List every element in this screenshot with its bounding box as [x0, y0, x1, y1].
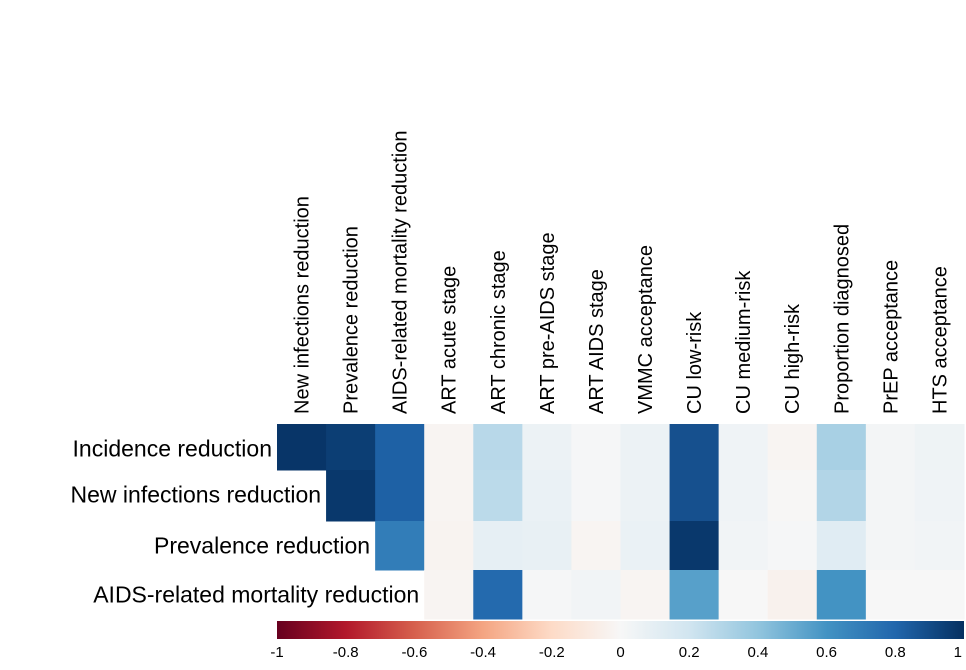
heatmap-cell [522, 521, 573, 571]
heatmap-cell [718, 521, 769, 571]
heatmap-cell [816, 570, 867, 620]
column-label-cu-high-risk: CU high-risk [782, 303, 804, 414]
column-label-art-pre-aids-stage: ART pre-AIDS stage [537, 232, 559, 414]
colorbar-tick-labels: -1 -0.8 -0.6 -0.4 -0.2 0 0.2 0.4 0.6 0.8 1 [270, 644, 962, 661]
heatmap-cell [424, 521, 474, 571]
heatmap-cell [767, 470, 818, 522]
heatmap-cell [865, 470, 916, 522]
heatmap-cell [473, 424, 523, 471]
column-label-vmmc-acceptance: VMMC acceptance [635, 245, 657, 414]
heatmap-cell [620, 570, 671, 620]
colorbar-tick-label: 0.4 [747, 644, 768, 661]
heatmap-cell [816, 424, 867, 471]
heatmap-cell [767, 570, 818, 620]
heatmap-cell [326, 470, 376, 522]
column-label-cu-low-risk: CU low-risk [684, 311, 706, 414]
heatmap-cell [522, 470, 573, 522]
heatmap-cell [669, 521, 720, 571]
heatmap-cell [326, 424, 376, 471]
heatmap-cell [277, 424, 327, 471]
column-label-prevalence-reduction: Prevalence reduction [341, 226, 363, 414]
column-label-art-aids-stage: ART AIDS stage [586, 269, 608, 414]
column-label-prep-acceptance: PrEP acceptance [880, 260, 902, 414]
colorbar-tick-label: 0.6 [816, 644, 837, 661]
heatmap-cell [571, 470, 622, 522]
column-label-aids-related-mortality-reduction: AIDS-related mortality reduction [390, 131, 412, 414]
heatmap-cell [914, 470, 965, 522]
row-label-incidence-reduction: Incidence reduction [73, 436, 272, 462]
heatmap-cell [473, 470, 523, 522]
column-label-art-chronic-stage: ART chronic stage [488, 250, 510, 414]
row-labels: Incidence reduction New infections reduct… [71, 436, 420, 608]
heatmap-cell [669, 470, 720, 522]
column-labels: New infections reduction Prevalence reduc… [292, 131, 952, 414]
heatmap-cell [620, 470, 671, 522]
heatmap-cell [473, 521, 523, 571]
colorbar-tick-label: -0.4 [470, 644, 496, 661]
row-label-prevalence-reduction: Prevalence reduction [154, 533, 370, 559]
colorbar-tick-label: -0.2 [539, 644, 565, 661]
colorbar [277, 621, 964, 639]
heatmap-cells [277, 424, 965, 620]
heatmap-cell [571, 424, 622, 471]
column-label-proportion-diagnosed: Proportion diagnosed [831, 224, 853, 414]
heatmap-cell [375, 424, 425, 471]
colorbar-tick-label: 0 [616, 644, 624, 661]
column-label-hts-acceptance: HTS acceptance [929, 266, 951, 414]
heatmap-cell [424, 570, 474, 620]
heatmap-cell [718, 424, 769, 471]
column-label-art-acute-stage: ART acute stage [439, 266, 461, 414]
colorbar-tick-label: -1 [270, 644, 283, 661]
heatmap-cell [424, 470, 474, 522]
colorbar-tick-label: -0.6 [401, 644, 427, 661]
column-label-new-infections-reduction: New infections reduction [292, 196, 314, 414]
heatmap-cell [473, 570, 523, 620]
heatmap-cell [522, 570, 573, 620]
heatmap-cell [865, 521, 916, 571]
heatmap-cell [718, 470, 769, 522]
heatmap-cell [375, 470, 425, 522]
heatmap-cell [669, 424, 720, 471]
heatmap-cell [424, 424, 474, 471]
heatmap-cell [669, 570, 720, 620]
heatmap-cell [865, 424, 916, 471]
heatmap-cell [522, 424, 573, 471]
heatmap-cell [571, 521, 622, 571]
heatmap-cell [620, 521, 671, 571]
heatmap-cell [816, 521, 867, 571]
heatmap-cell [620, 424, 671, 471]
heatmap-cell [767, 424, 818, 471]
heatmap-cell [571, 570, 622, 620]
colorbar-tick-label: -0.8 [333, 644, 359, 661]
heatmap-cell [914, 521, 965, 571]
colorbar-tick-label: 0.2 [679, 644, 700, 661]
heatmap-cell [767, 521, 818, 571]
heatmap-cell [375, 521, 425, 571]
heatmap-cell [718, 570, 769, 620]
column-label-cu-medium-risk: CU medium-risk [733, 270, 755, 414]
row-label-new-infections-reduction: New infections reduction [71, 482, 322, 508]
row-label-aids-related-mortality-reduction: AIDS-related mortality reduction [93, 582, 419, 608]
heatmap-cell [816, 470, 867, 522]
colorbar-tick-label: 0.8 [885, 644, 906, 661]
heatmap-cell [914, 424, 965, 471]
heatmap-cell [914, 570, 965, 620]
heatmap-cell [865, 570, 916, 620]
colorbar-tick-label: 1 [954, 644, 962, 661]
